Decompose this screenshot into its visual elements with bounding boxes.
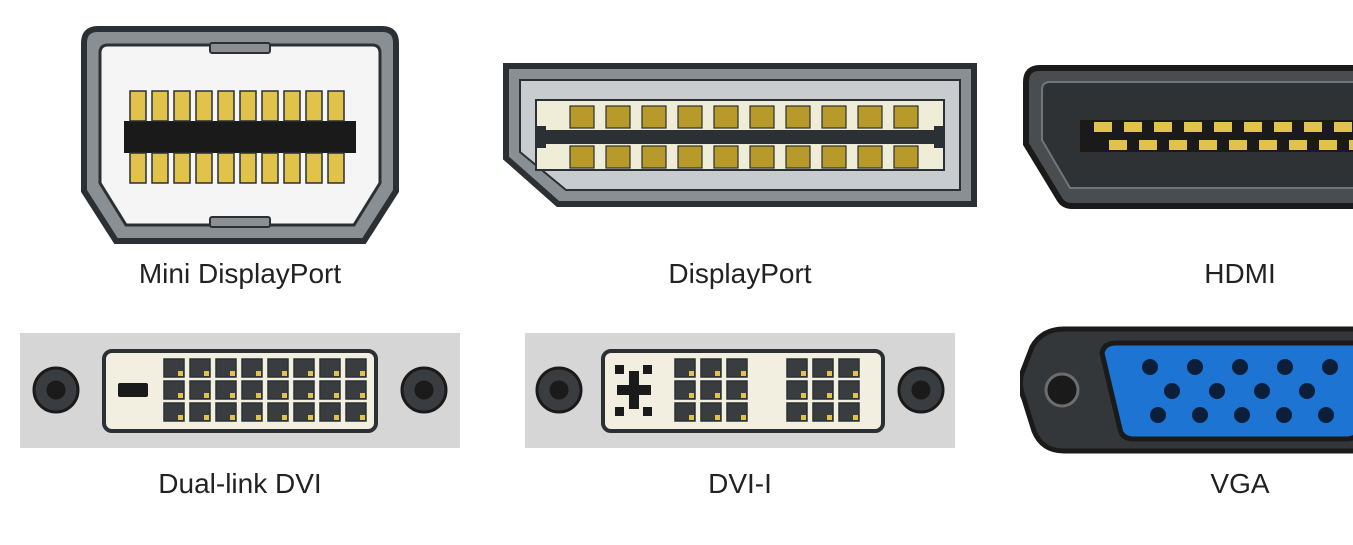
cell-displayport: DisplayPort	[500, 20, 980, 290]
vga-diagram	[1020, 320, 1353, 460]
label-vga: VGA	[1210, 468, 1269, 500]
cell-dvi-i: DVI-I	[500, 320, 980, 500]
label-dvi-i: DVI-I	[708, 468, 772, 500]
dual-link-dvi-diagram	[20, 320, 460, 460]
label-mini-displayport: Mini DisplayPort	[139, 258, 341, 290]
cell-vga: VGA	[1020, 320, 1353, 500]
hdmi-diagram	[1020, 20, 1353, 250]
label-hdmi: HDMI	[1204, 258, 1276, 290]
cell-dual-link-dvi: Dual-link DVI	[20, 320, 460, 500]
cell-hdmi: HDMI	[1020, 20, 1353, 290]
dvi-i-diagram	[500, 320, 980, 460]
label-displayport: DisplayPort	[668, 258, 811, 290]
label-dual-link-dvi: Dual-link DVI	[158, 468, 321, 500]
displayport-diagram	[500, 20, 980, 250]
cell-mini-displayport: Mini DisplayPort	[20, 20, 460, 290]
mini-displayport-diagram	[20, 20, 460, 250]
connector-grid: Mini DisplayPort	[20, 20, 1333, 500]
